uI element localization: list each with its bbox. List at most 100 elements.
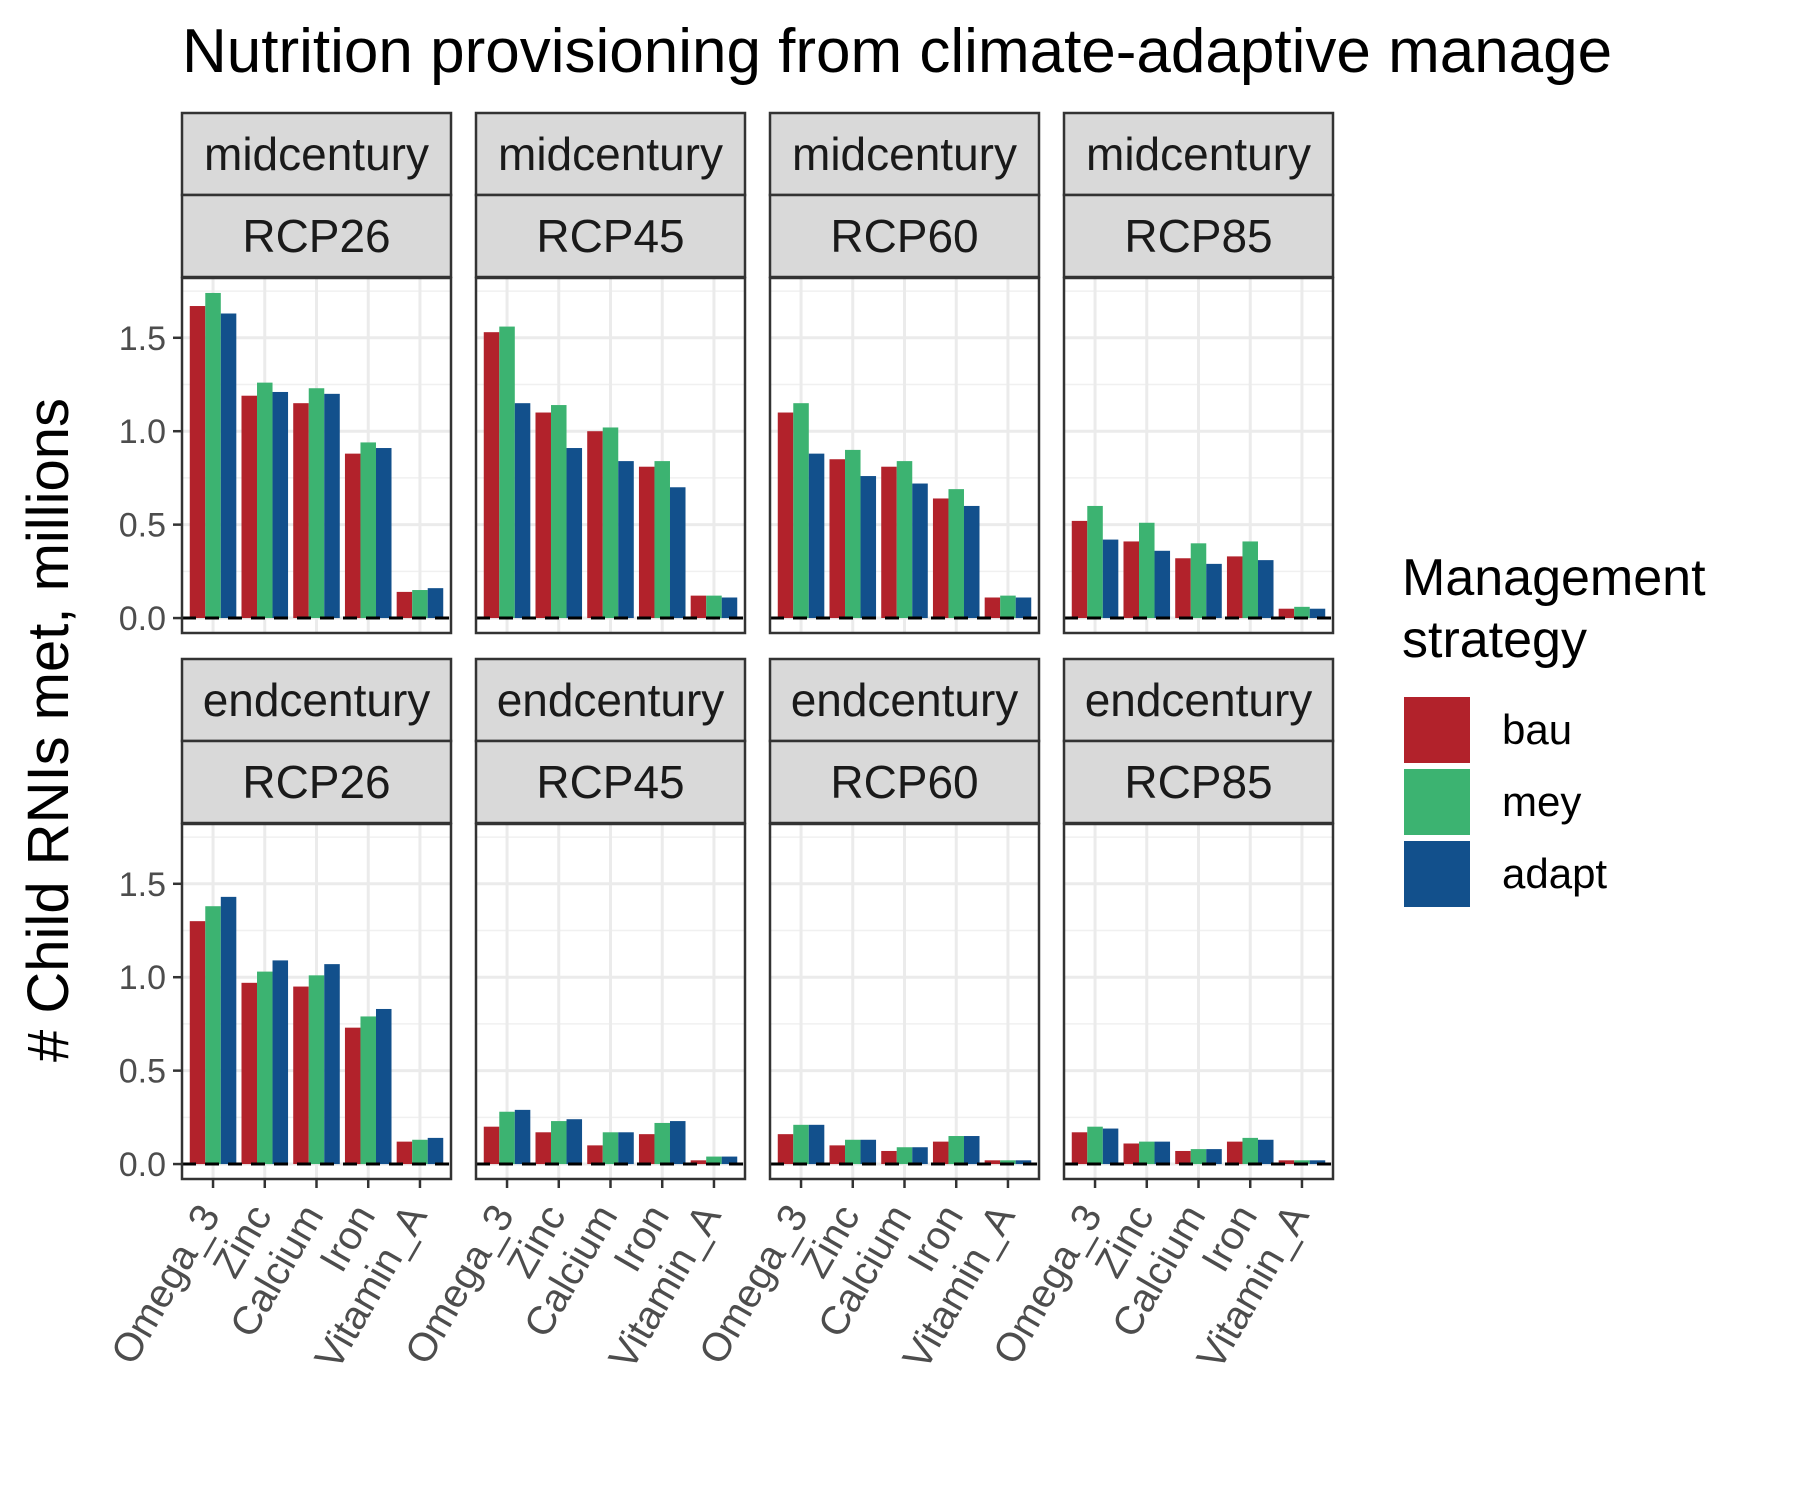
legend-title-line: Management: [1402, 549, 1706, 607]
bar-adapt-Iron: [375, 1008, 392, 1165]
strip-period-label: midcentury: [792, 128, 1017, 180]
bar-mey-Zinc: [257, 382, 273, 619]
bar-adapt-Omega_3: [220, 896, 237, 1165]
bar-mey-Iron: [948, 489, 964, 619]
bar-mey-Iron: [360, 1016, 376, 1165]
legend-label-adapt: adapt: [1502, 850, 1607, 897]
y-tick-label: 0.0: [119, 600, 166, 638]
panel-border: [1062, 276, 1335, 635]
legend-key-bau: [1404, 697, 1470, 763]
bar-bau-Iron: [932, 498, 949, 619]
legend-label-bau: bau: [1502, 706, 1572, 753]
bar-mey-Calcium: [602, 1132, 619, 1165]
bar-adapt-Vitamin_A: [1015, 1160, 1032, 1165]
bar-adapt-Zinc: [566, 1119, 583, 1165]
bar-adapt-Zinc: [1154, 550, 1171, 619]
strip-period-label: midcentury: [498, 128, 723, 180]
bar-adapt-Iron: [1257, 560, 1274, 619]
bar-bau-Zinc: [535, 412, 552, 619]
legend-title-line: strategy: [1402, 611, 1587, 669]
facet-panel-endcentury-RCP60: endcenturyRCP60Omega_3ZincCalciumIronVit…: [691, 657, 1041, 1377]
strip-period: [180, 111, 453, 197]
strip-period-label: endcentury: [1085, 674, 1313, 726]
strip-period: [768, 657, 1041, 743]
bar-mey-Vitamin_A: [1294, 1160, 1310, 1165]
bar-mey-Omega_3: [1087, 505, 1103, 619]
bar-mey-Vitamin_A: [1000, 595, 1016, 619]
bar-mey-Omega_3: [205, 906, 221, 1165]
bar-bau-Zinc: [241, 395, 258, 619]
bar-bau-Vitamin_A: [690, 1160, 707, 1165]
bar-bau-Omega_3: [189, 306, 206, 619]
bar-adapt-Vitamin_A: [1309, 608, 1326, 619]
bar-adapt-Calcium: [324, 964, 340, 1165]
strip-rcp-label: RCP45: [536, 210, 684, 262]
strip-period-label: endcentury: [791, 674, 1019, 726]
bar-adapt-Omega_3: [808, 453, 825, 619]
bar-mey-Zinc: [551, 1121, 567, 1165]
bar-adapt-Calcium: [324, 393, 340, 619]
bar-adapt-Iron: [375, 448, 392, 619]
bar-mey-Iron: [948, 1136, 964, 1165]
bar-mey-Omega_3: [1087, 1126, 1103, 1165]
y-tick-label: 1.5: [119, 320, 166, 358]
bar-bau-Zinc: [535, 1132, 552, 1165]
bar-mey-Zinc: [257, 971, 273, 1165]
strip-period: [474, 111, 747, 197]
bar-adapt-Iron: [669, 487, 686, 619]
bar-mey-Vitamin_A: [412, 590, 428, 619]
bar-bau-Calcium: [293, 986, 309, 1165]
bar-bau-Omega_3: [189, 921, 206, 1165]
panel-border: [180, 276, 453, 635]
bar-adapt-Omega_3: [220, 313, 237, 619]
strip-rcp-label: RCP26: [242, 210, 390, 262]
y-tick-label: 1.0: [119, 413, 166, 451]
bar-mey-Omega_3: [793, 403, 809, 619]
bar-bau-Calcium: [1175, 558, 1191, 619]
strip-rcp-label: RCP45: [536, 756, 684, 808]
strip-period-label: endcentury: [203, 674, 431, 726]
strip-rcp-label: RCP85: [1124, 210, 1272, 262]
strip-rcp: [180, 739, 453, 825]
bar-adapt-Vitamin_A: [1015, 597, 1032, 619]
bar-mey-Vitamin_A: [706, 595, 722, 619]
strip-period: [1062, 111, 1335, 197]
bar-bau-Omega_3: [777, 412, 794, 619]
legend-key-adapt: [1404, 841, 1470, 907]
bar-bau-Vitamin_A: [984, 1160, 1001, 1165]
bar-bau-Vitamin_A: [690, 595, 707, 619]
bar-adapt-Calcium: [1206, 563, 1222, 619]
y-tick-label: 1.5: [119, 866, 166, 904]
bar-bau-Zinc: [829, 459, 846, 619]
bar-adapt-Iron: [963, 1136, 980, 1165]
bar-mey-Vitamin_A: [706, 1156, 722, 1165]
legend-key-mey: [1404, 769, 1470, 835]
strip-rcp-label: RCP85: [1124, 756, 1272, 808]
bar-bau-Iron: [1226, 556, 1243, 619]
bar-bau-Zinc: [241, 982, 258, 1165]
bar-bau-Zinc: [829, 1145, 846, 1165]
bar-adapt-Zinc: [272, 960, 289, 1165]
bar-mey-Calcium: [308, 975, 325, 1165]
bar-adapt-Omega_3: [514, 1109, 531, 1165]
y-tick-label: 0.5: [119, 1053, 166, 1091]
bar-adapt-Iron: [669, 1121, 686, 1165]
bar-mey-Omega_3: [205, 292, 221, 619]
strip-period-label: midcentury: [204, 128, 429, 180]
bar-adapt-Zinc: [1154, 1141, 1171, 1165]
bar-bau-Iron: [344, 453, 361, 619]
bar-adapt-Vitamin_A: [721, 1156, 738, 1165]
bar-adapt-Zinc: [860, 1139, 877, 1165]
bar-bau-Vitamin_A: [396, 1141, 413, 1165]
bar-adapt-Vitamin_A: [427, 1137, 444, 1165]
panel-border: [768, 276, 1041, 635]
bar-bau-Vitamin_A: [1278, 1160, 1295, 1165]
bar-mey-Omega_3: [499, 1111, 515, 1165]
bar-bau-Iron: [344, 1027, 361, 1165]
strip-period: [180, 657, 453, 743]
bar-bau-Omega_3: [483, 1126, 500, 1165]
bar-bau-Omega_3: [1071, 1132, 1088, 1165]
bar-bau-Omega_3: [777, 1134, 794, 1165]
strip-rcp: [768, 739, 1041, 825]
bar-bau-Omega_3: [483, 332, 500, 619]
